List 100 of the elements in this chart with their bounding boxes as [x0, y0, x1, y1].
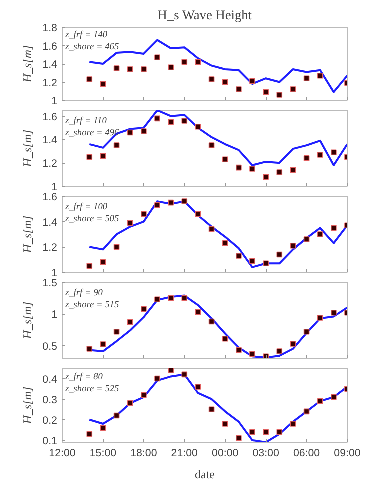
point: [208, 406, 215, 413]
point: [141, 66, 147, 72]
point: [182, 198, 188, 204]
point: [86, 431, 93, 438]
point: [317, 232, 324, 238]
point: [195, 211, 202, 218]
y-tick-label: 1.6: [42, 40, 58, 53]
y-tick-label: 0.1: [42, 435, 58, 448]
point: [114, 142, 120, 148]
point: [114, 412, 120, 419]
point: [168, 119, 174, 126]
y-tick-label: 1.4: [42, 216, 58, 229]
x-tick-label: 00:00: [212, 448, 239, 460]
point: [168, 200, 174, 206]
point: [304, 156, 310, 162]
point: [222, 240, 228, 246]
point: [290, 243, 296, 249]
x-tick-label: 09:00: [334, 448, 361, 460]
y-tick-label: 0.4: [42, 374, 58, 386]
y-tick-label: 1.8: [42, 22, 58, 34]
point: [127, 400, 134, 406]
point: [304, 236, 310, 242]
y-tick-label: 1: [52, 268, 58, 280]
y-tick-label: 1.2: [42, 77, 58, 90]
point: [168, 295, 174, 302]
point: [127, 66, 134, 72]
point: [195, 384, 202, 390]
point: [208, 76, 215, 82]
annotation: z_frf = 90: [64, 288, 104, 298]
point: [317, 152, 324, 158]
y-tick-label: 1: [52, 182, 58, 194]
point: [317, 315, 324, 321]
point: [290, 421, 296, 427]
point: [127, 320, 134, 326]
point: [222, 336, 228, 342]
x-tick-label: 21:00: [171, 448, 198, 460]
annotation: z_shore = 465: [64, 42, 120, 52]
y-tick-label: 0.2: [42, 414, 58, 427]
point: [154, 202, 160, 208]
y-tick-label: 1.4: [42, 59, 58, 71]
point: [263, 89, 269, 96]
point: [208, 142, 215, 148]
point: [182, 118, 188, 124]
point: [86, 154, 93, 160]
point: [222, 156, 228, 163]
y-axis-title: H_s[m]: [20, 386, 35, 426]
annotation: z_frf = 100: [64, 202, 108, 212]
point: [236, 435, 242, 442]
point: [222, 421, 228, 427]
point: [182, 59, 188, 66]
y-tick-label: 0.5: [42, 340, 58, 353]
point: [154, 296, 160, 302]
x-tick-label: 18:00: [130, 448, 158, 460]
x-axis-title: date: [195, 468, 216, 482]
point: [100, 425, 106, 432]
point: [331, 225, 337, 232]
y-tick-label: 1: [52, 309, 58, 322]
point: [250, 429, 256, 436]
point: [331, 310, 337, 316]
point: [317, 398, 324, 404]
point: [250, 78, 256, 84]
point: [154, 376, 160, 382]
point: [208, 226, 215, 232]
y-tick-label: 1.4: [42, 134, 58, 147]
point: [290, 341, 296, 347]
point: [195, 59, 202, 66]
point: [250, 166, 256, 172]
point: [250, 258, 256, 264]
point: [127, 130, 134, 136]
y-axis-title: H_s[m]: [20, 302, 35, 340]
point: [276, 429, 283, 436]
point: [331, 150, 337, 156]
y-axis-title: H_s[m]: [20, 216, 35, 254]
x-tick-label: 15:00: [90, 448, 117, 460]
point: [114, 66, 120, 72]
point: [331, 394, 337, 400]
point: [100, 342, 106, 348]
point: [141, 211, 147, 218]
annotation: z_frf = 80: [64, 372, 104, 382]
point: [100, 153, 106, 159]
point: [276, 348, 283, 354]
point: [154, 54, 160, 61]
y-tick-label: 1.6: [42, 192, 58, 204]
point: [86, 263, 93, 270]
annotation: z_shore = 505: [64, 214, 120, 224]
point: [276, 92, 283, 98]
y-axis-title: H_s[m]: [20, 130, 35, 168]
y-axis-title: H_s[m]: [20, 45, 35, 84]
point: [195, 309, 202, 316]
point: [141, 128, 147, 134]
chart-title: H_s Wave Height: [158, 8, 252, 22]
annotation: z_frf = 110: [64, 116, 108, 126]
point: [114, 244, 120, 250]
annotation: z_shore = 525: [64, 384, 120, 394]
point: [141, 306, 147, 312]
y-tick-label: 1.6: [42, 111, 58, 124]
point: [168, 64, 174, 71]
annotation: z_frf = 140: [64, 30, 108, 40]
point: [100, 259, 106, 266]
y-tick-label: 1.5: [42, 278, 58, 290]
